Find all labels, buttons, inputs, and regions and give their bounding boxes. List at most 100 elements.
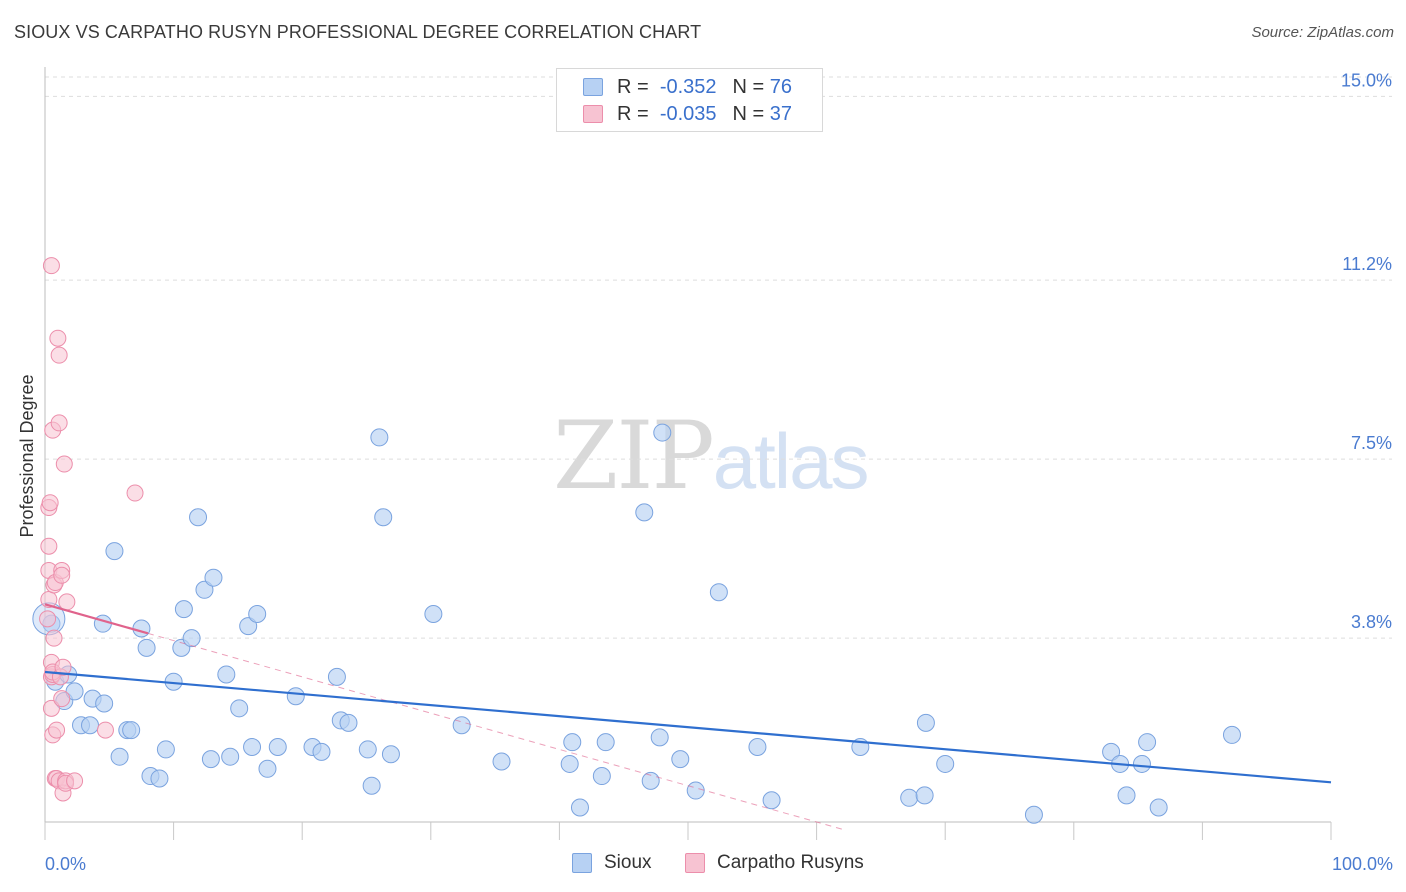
sioux-point xyxy=(201,750,220,769)
series-legend-sioux: Sioux xyxy=(572,852,652,874)
x-tick-label: 0.0% xyxy=(45,854,86,874)
sioux-point xyxy=(762,791,781,810)
legend-swatch-carpatho xyxy=(583,105,603,123)
sioux-point xyxy=(239,617,258,636)
sioux-point xyxy=(81,716,100,735)
sioux-point xyxy=(381,745,400,764)
carpatho-point xyxy=(53,690,71,708)
legend-r-label: R = xyxy=(617,102,649,125)
sioux-point xyxy=(1132,754,1151,773)
carpatho-point xyxy=(39,610,57,628)
sioux-point xyxy=(748,738,767,757)
sioux-point xyxy=(653,423,672,442)
sioux-point xyxy=(641,771,660,790)
legend-r-value: -0.352 xyxy=(659,75,717,98)
y-tick-label: 3.8% xyxy=(1351,612,1392,632)
legend-n-value: 76 xyxy=(769,75,793,98)
sioux-point xyxy=(195,580,214,599)
sioux-point xyxy=(312,742,331,761)
sioux-trend-line xyxy=(44,670,1332,784)
sioux-point xyxy=(1024,805,1043,824)
carpatho-point xyxy=(49,329,67,347)
sioux-point xyxy=(650,728,669,747)
sioux-point xyxy=(286,687,305,706)
carpatho-point xyxy=(41,494,59,512)
chart-title: SIOUX VS CARPATHO RUSYN PROFESSIONAL DEG… xyxy=(14,22,702,42)
carpatho-point xyxy=(66,772,84,790)
legend-r-value: -0.035 xyxy=(659,102,717,125)
sioux-point xyxy=(339,713,358,732)
sioux-point xyxy=(452,716,471,735)
sioux-point xyxy=(492,752,511,771)
y-tick-label: 7.5% xyxy=(1351,433,1392,453)
sioux-point xyxy=(258,759,277,778)
sioux-point xyxy=(370,428,389,447)
legend-n-value: 37 xyxy=(769,102,793,125)
sioux-point xyxy=(936,754,955,773)
sioux-point xyxy=(243,738,262,757)
sioux-point xyxy=(916,713,935,732)
sioux-point xyxy=(132,619,151,638)
sioux-point xyxy=(110,747,129,766)
sioux-point xyxy=(217,665,236,684)
sioux-point xyxy=(1102,742,1121,761)
carpatho-point xyxy=(58,593,76,611)
sioux-point xyxy=(671,750,690,769)
y-tick-label: 15.0% xyxy=(1341,70,1392,90)
sioux-point xyxy=(362,776,381,795)
sioux-point xyxy=(137,638,156,657)
sioux-point xyxy=(1138,733,1157,752)
carpatho-point xyxy=(50,346,68,364)
sioux-point xyxy=(915,786,934,805)
carpatho-trend-line xyxy=(44,603,149,635)
series-legend: Sioux Carpatho Rusyns xyxy=(0,852,1406,878)
sioux-point xyxy=(592,767,611,786)
correlation-legend: R = -0.352 N = 76 R = -0.035 N = 37 xyxy=(556,68,823,132)
series-legend-carpatho: Carpatho Rusyns xyxy=(685,852,864,874)
legend-n-label: N = xyxy=(732,75,765,98)
sioux-point xyxy=(150,769,169,788)
carpatho-point xyxy=(53,566,71,584)
sioux-point xyxy=(358,740,377,759)
y-axis-title: Professional Degree xyxy=(17,374,37,537)
sioux-point xyxy=(327,667,346,686)
sioux-point xyxy=(1117,786,1136,805)
watermark-atlas: atlas xyxy=(712,417,870,505)
legend-row-carpatho: R = -0.035 N = 37 xyxy=(583,102,792,126)
carpatho-point xyxy=(48,721,66,739)
x-tick-label: 100.0% xyxy=(1332,854,1393,874)
sioux-point xyxy=(709,583,728,602)
sioux-point xyxy=(122,721,141,740)
sioux-point xyxy=(596,733,615,752)
sioux-point xyxy=(230,699,249,718)
sioux-point xyxy=(686,781,705,800)
series-label-carpatho: Carpatho Rusyns xyxy=(717,852,864,873)
watermark-zip: ZIP xyxy=(553,402,715,511)
series-swatch-sioux xyxy=(572,853,592,873)
watermark: ZIPatlas xyxy=(553,402,870,511)
legend-swatch-sioux xyxy=(583,78,603,96)
legend-row-sioux: R = -0.352 N = 76 xyxy=(583,75,792,99)
sioux-point xyxy=(248,604,267,623)
source-label: Source: ZipAtlas.com xyxy=(1251,24,1394,41)
carpatho-point xyxy=(42,257,60,275)
sioux-point xyxy=(174,600,193,619)
sioux-point xyxy=(1222,725,1241,744)
carpatho-point xyxy=(96,721,114,739)
sioux-point xyxy=(156,740,175,759)
sioux-point xyxy=(560,754,579,773)
carpatho-point xyxy=(126,484,144,502)
sioux-point xyxy=(900,788,919,807)
y-tick-label: 11.2% xyxy=(1342,254,1392,274)
sioux-point xyxy=(424,604,443,623)
legend-n-label: N = xyxy=(732,102,765,125)
sioux-point xyxy=(182,629,201,648)
sioux-point xyxy=(374,508,393,527)
sioux-point xyxy=(95,694,114,713)
sioux-point xyxy=(563,733,582,752)
series-label-sioux: Sioux xyxy=(604,852,652,873)
sioux-point xyxy=(189,508,208,527)
sioux-point xyxy=(105,542,124,561)
sioux-point xyxy=(204,568,223,587)
